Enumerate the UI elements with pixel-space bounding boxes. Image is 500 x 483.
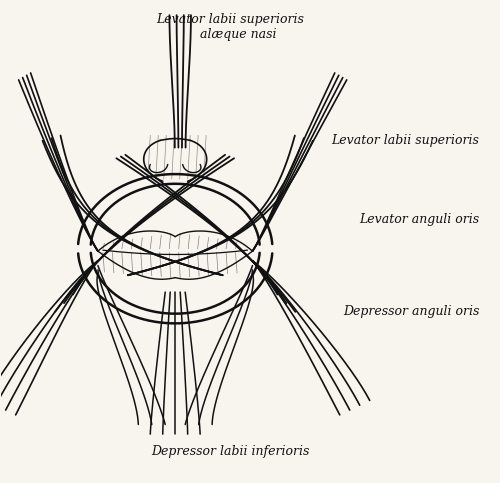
Text: Depressor labii inferioris: Depressor labii inferioris: [151, 444, 309, 457]
Text: Levator labii superioris: Levator labii superioris: [332, 134, 480, 147]
Text: Depressor anguli oris: Depressor anguli oris: [343, 305, 479, 318]
Text: Levator anguli oris: Levator anguli oris: [359, 213, 480, 227]
Text: Levator labii superioris
    alæque nasi: Levator labii superioris alæque nasi: [156, 13, 304, 41]
